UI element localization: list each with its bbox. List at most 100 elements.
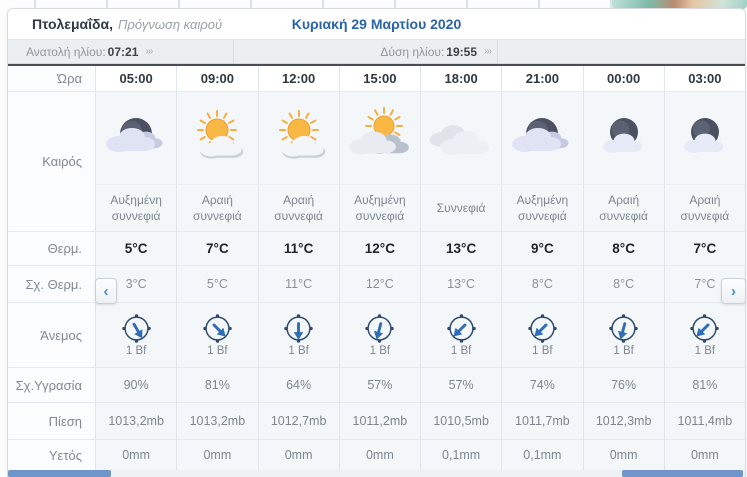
moon-cloud-icon [582,92,664,184]
condition-cell: Αραιή συννεφιά [257,185,339,231]
sun-clouds-icon [338,92,420,184]
scrollbar-thumb-left[interactable] [8,470,111,477]
humidity-cell: 90% [95,368,177,402]
wind-cell: 1 Bf [501,303,583,367]
wind-beaufort: 1 Bf [369,345,391,357]
scroll-left-button[interactable]: ‹ [95,278,117,304]
feels-row: Σχ. Θερμ. 3°C 5°C 11°C 12°C 13°C 8°C 8°C 7°C [8,266,745,303]
weather-columns: Αυξημένη συννεφιά Αραιή συννεφιά Αραιή συν… [95,92,745,231]
weather-row: Καιρός Αυξημένη συννεφιά Αραιή συννεφιά Αρα… [8,92,745,232]
hum-row: Σχ.Υγρασία 90% 81% 64% 57% 57% 74% 76% 81% [8,368,745,403]
feels-cell: 13°C [420,266,502,302]
row-label-pressure: Πίεση [8,403,95,439]
sunrise-more-arrows[interactable]: ››› [145,46,153,57]
time-cell: 03:00 [663,66,745,91]
row-label-precip: Υετός [8,440,95,470]
moon-cloud-icon [663,92,745,184]
time-cell: 00:00 [582,66,664,91]
temp-cell: 9°C [501,232,583,265]
row-label-wind: Άνεμος [8,303,95,367]
wind-beaufort: 1 Bf [613,345,634,357]
wind-row: Άνεμος 1 Bf 1 Bf 1 Bf 1 Bf 1 Bf 1 Bf 1 Bf 1 Bf [8,303,745,368]
time-cell: 21:00 [501,66,583,91]
sunrise-cell: Ανατολή ηλίου: 07:21 ››› [8,40,234,63]
pressure-cell: 1011,2mb [338,403,420,439]
row-label-weather: Καιρός [8,92,95,231]
horizontal-scrollbar[interactable] [8,470,745,477]
precip-cell: 0,1mm [420,440,502,470]
condition-text: Αραιή συννεφιά [193,192,242,223]
time-cell: 18:00 [420,66,502,91]
wind-cell: 1 Bf [582,303,664,367]
precip-cell: 0mm [582,440,664,470]
condition-text: Αυξημένη συννεφιά [110,192,162,223]
wind-compass-icon: 1 Bf [202,313,233,357]
condition-cell: Αυξημένη συννεφιά [95,185,177,231]
wind-compass-icon: 1 Bf [446,313,477,357]
forecast-subtitle: Πρόγνωση καιρού [118,16,223,32]
condition-cell: Αραιή συννεφιά [176,185,258,231]
temp-cell: 7°C [663,232,745,265]
row-label-feels: Σχ. Θερμ. [8,266,95,302]
wind-cell: 1 Bf [338,303,420,367]
wind-cell: 1 Bf [663,303,745,367]
forecast-date: Κυριακή 29 Μαρτίου 2020 [291,16,462,32]
humidity-cell: 74% [501,368,583,402]
precip-cell: 0mm [338,440,420,470]
widget-header: Πτολεμαΐδα, Πρόγνωση καιρού Κυριακή 29 Μ… [8,9,745,40]
wind-beaufort: 1 Bf [125,345,147,357]
pressure-cell: 1011,7mb [501,403,583,439]
sunset-time: 19:55 [446,44,477,59]
precip-row: Υετός 0mm 0mm 0mm 0mm 0,1mm 0,1mm 0mm 0mm [8,440,745,471]
row-label-temp: Θερμ. [8,232,95,265]
temp-cell: 7°C [176,232,258,265]
sunrise-time: 07:21 [107,44,139,59]
feels-cell: 12°C [338,266,420,302]
time-cell: 09:00 [176,66,258,91]
wind-beaufort: 1 Bf [532,345,553,357]
condition-cell: Αυξημένη συννεφιά [338,185,420,231]
pressure-cell: 1013,2mb [176,403,258,439]
condition-text: Αραιή συννεφιά [680,192,730,223]
feels-cell: 5°C [176,266,258,302]
wind-beaufort: 1 Bf [694,345,716,357]
wind-cell: 1 Bf [257,303,339,367]
weather-icons-row [95,92,745,184]
row-label-time: Ώρα [8,66,95,91]
pressure-cell: 1011,4mb [663,403,745,439]
time-cell: 05:00 [95,66,177,91]
pressure-cell: 1012,7mb [257,403,339,439]
condition-text: Συννεφιά [436,200,486,215]
temp-cell: 8°C [582,232,664,265]
weather-conditions-row: Αυξημένη συννεφιά Αραιή συννεφιά Αραιή συν… [95,184,745,231]
feels-cell: 8°C [501,266,583,302]
humidity-cell: 57% [420,368,502,402]
wind-cell: 1 Bf [420,303,502,367]
condition-cell: Συννεφιά [420,185,502,231]
scrollbar-thumb-right[interactable] [622,470,743,477]
sunrise-label: Ανατολή ηλίου: [26,44,106,59]
sun-bar-filler [498,40,745,63]
location-title: Πτολεμαΐδα, [32,16,113,32]
wind-beaufort: 1 Bf [207,345,228,357]
scroll-right-button[interactable]: › [721,278,746,304]
condition-text: Αραιή συννεφιά [599,192,648,223]
temp-cell: 13°C [420,232,502,265]
condition-cell: Αραιή συννεφιά [582,185,664,231]
condition-cell: Αραιή συννεφιά [663,185,745,231]
sunset-more-arrows[interactable]: ››› [484,46,492,57]
humidity-cell: 57% [338,368,420,402]
feels-cell: 11°C [257,266,339,302]
time-cell: 12:00 [257,66,339,91]
sun-cloud-icon [257,92,339,184]
wind-cell: 1 Bf [95,303,177,367]
cropped-background-content [0,0,747,8]
temp-row: Θερμ. 5°C 7°C 11°C 12°C 13°C 9°C 8°C 7°C [8,232,745,266]
humidity-cell: 76% [582,368,664,402]
weather-widget: Πτολεμαΐδα, Πρόγνωση καιρού Κυριακή 29 Μ… [7,8,746,477]
wind-cell: 1 Bf [176,303,258,367]
precip-cell: 0mm [95,440,177,470]
background-photo-fragment [612,0,747,9]
feels-cell: 8°C [582,266,664,302]
